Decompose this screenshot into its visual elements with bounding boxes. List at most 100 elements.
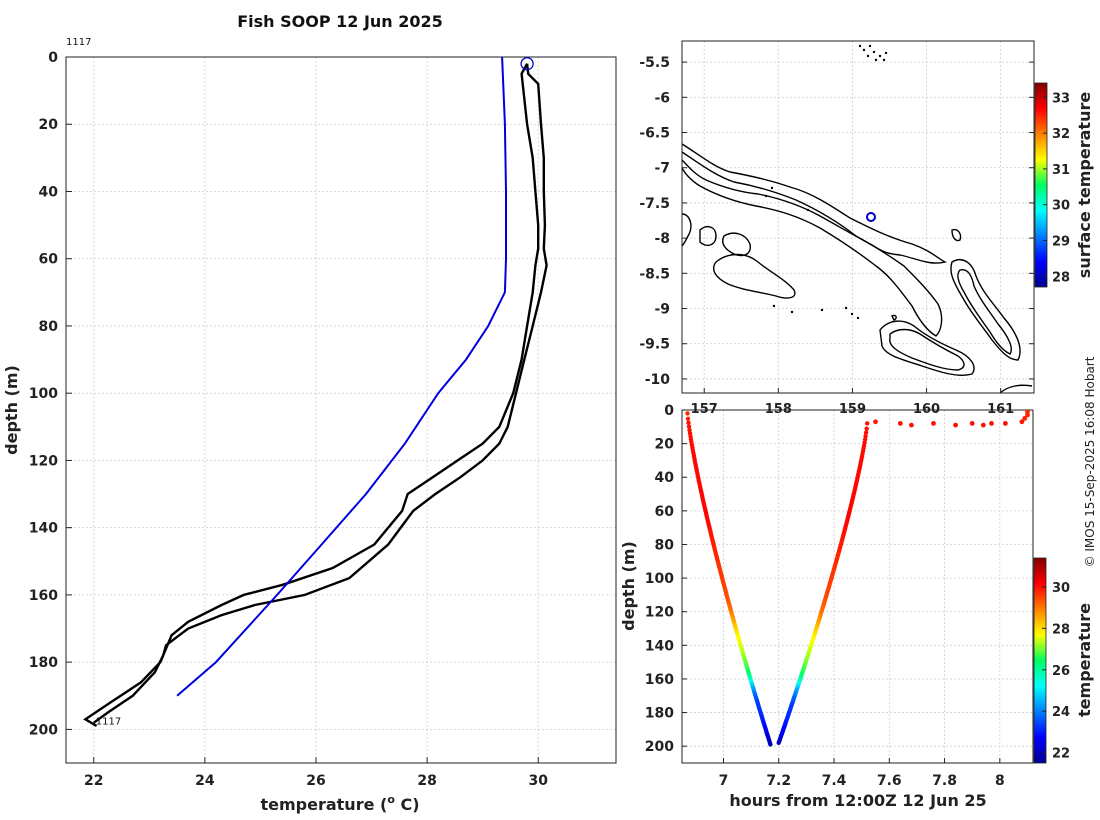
map-colorbar-tick-label: 30 xyxy=(1052,199,1070,214)
track-surface-point xyxy=(1022,416,1028,421)
island-outline-west-3 xyxy=(699,225,717,247)
profile-xlabel: temperature (o C) xyxy=(260,793,419,814)
track-xtick-label: 7.6 xyxy=(877,773,902,789)
map-colorbar-tick-label: 31 xyxy=(1052,163,1070,178)
track-point xyxy=(862,437,868,442)
track-ytick-label: 180 xyxy=(645,706,674,722)
profile-ytick-label: 140 xyxy=(29,521,58,537)
track-colorbar-ticks: 22 24 26 28 30 xyxy=(1042,581,1070,762)
track-point xyxy=(864,426,869,431)
chart-title: Fish SOOP 12 Jun 2025 xyxy=(237,12,443,31)
profile-up-cast-line xyxy=(83,63,540,728)
track-ylabel: depth (m) xyxy=(619,541,638,631)
island-outline-south xyxy=(879,320,975,376)
profile-grid xyxy=(66,56,616,763)
map-colorbar-ticks: 28 29 30 31 32 33 xyxy=(1043,91,1070,285)
island-outline-large-inner xyxy=(682,151,943,337)
track-scatter-points xyxy=(685,410,1030,747)
track-point xyxy=(685,411,690,416)
track-point xyxy=(686,420,691,425)
map-grid xyxy=(682,41,1034,393)
island-outline-corner xyxy=(999,384,1033,393)
map-reef-dots xyxy=(764,44,888,320)
profile-ytick-label: 160 xyxy=(29,588,58,604)
track-ytick-label: 200 xyxy=(645,739,674,755)
track-ytick-label: 160 xyxy=(645,672,674,688)
track-colorbar-tick-label: 22 xyxy=(1052,747,1070,762)
profile-ytick-label: 120 xyxy=(29,453,58,469)
island-outline-west xyxy=(712,253,796,299)
track-colorbar-tick-label: 28 xyxy=(1052,622,1070,637)
track-ytick-label: 140 xyxy=(645,638,674,654)
track-xtick-label: 7 xyxy=(719,773,729,789)
map-ytick-label: -7 xyxy=(654,161,670,177)
climatology-line xyxy=(176,57,507,697)
profile-xtick-label: 22 xyxy=(84,773,103,789)
profile-ytick-label: 40 xyxy=(39,184,59,200)
track-surface-point xyxy=(873,419,878,425)
track-xtick-label: 7.8 xyxy=(932,773,957,789)
track-surface-point xyxy=(953,422,958,428)
track-colorbar-label: temperature xyxy=(1075,603,1094,717)
track-colorbar-tick-label: 24 xyxy=(1052,705,1070,720)
profile-annotation-bottom: 1117 xyxy=(96,717,121,728)
island-outline-west-2 xyxy=(722,232,751,257)
track-surface-point xyxy=(980,422,986,428)
profile-ytick-label: 200 xyxy=(29,722,58,738)
profile-down-cast-line xyxy=(93,63,548,724)
track-surface-point xyxy=(909,422,914,428)
profile-ytick-label: 60 xyxy=(39,252,59,268)
coastlines xyxy=(682,143,1033,393)
island-outline-large xyxy=(682,143,948,264)
map-ytick-label: -8 xyxy=(654,231,670,247)
profile-position-marker xyxy=(520,57,534,71)
map-ytick-label: -10 xyxy=(645,372,671,388)
map-position-marker xyxy=(865,212,876,222)
track-point xyxy=(863,433,868,439)
track-ytick-label: 100 xyxy=(645,571,674,587)
profile-xtick-label: 24 xyxy=(195,773,215,789)
credit-text: © IMOS 15-Sep-2025 16:08 Hobart xyxy=(1083,356,1097,567)
track-surface-point xyxy=(931,421,936,426)
track-surface-point xyxy=(989,421,994,426)
track-surface-point xyxy=(1025,410,1030,415)
map-colorbar-tick-label: 32 xyxy=(1052,127,1070,142)
map-ytick-label: -7.5 xyxy=(639,196,670,212)
track-colorbar xyxy=(1033,557,1047,764)
map-colorbar-tick-label: 33 xyxy=(1052,91,1070,106)
map-colorbar-label: surface temperature xyxy=(1075,92,1094,279)
map-frame xyxy=(681,40,1035,394)
track-surface-point xyxy=(969,421,975,426)
profile-ytick-label: 80 xyxy=(39,319,59,335)
map-ticks: 157 158 159 160 161-5.5-6-6.5-7-7.5-8-8.5-9-… xyxy=(639,55,1034,417)
profile-frame xyxy=(65,56,617,764)
profile-xtick-label: 26 xyxy=(306,773,325,789)
map-colorbar-tick-label: 28 xyxy=(1052,270,1070,285)
track-point xyxy=(768,742,773,747)
track-surface-point xyxy=(1025,412,1030,418)
track-colorbar-tick-label: 30 xyxy=(1052,581,1070,596)
track-point xyxy=(686,424,692,429)
track-surface-point xyxy=(897,421,903,426)
island-outline-south-inner xyxy=(889,328,965,371)
track-xlabel: hours from 12:00Z 12 Jun 25 xyxy=(729,791,986,810)
map-ytick-label: -6.5 xyxy=(639,126,670,142)
track-ytick-label: 0 xyxy=(664,403,674,419)
track-colorbar-tick-label: 26 xyxy=(1052,664,1070,679)
island-outline-east xyxy=(950,258,1021,361)
profile-xtick-label: 30 xyxy=(528,773,548,789)
track-point xyxy=(863,430,869,435)
profile-ytick-label: 0 xyxy=(48,50,58,66)
track-xtick-label: 7.2 xyxy=(766,773,791,789)
track-point xyxy=(685,416,691,421)
map-colorbar xyxy=(1034,82,1048,288)
track-ytick-label: 120 xyxy=(645,605,674,621)
track-frame xyxy=(681,409,1034,764)
island-outline-east-inner xyxy=(957,269,1012,355)
track-surface-point xyxy=(1019,419,1025,425)
map-ytick-label: -5.5 xyxy=(639,55,670,71)
track-xtick-label: 7.4 xyxy=(822,773,847,789)
track-ytick-label: 80 xyxy=(655,537,675,553)
profile-annotation-top: 1117 xyxy=(66,37,91,48)
